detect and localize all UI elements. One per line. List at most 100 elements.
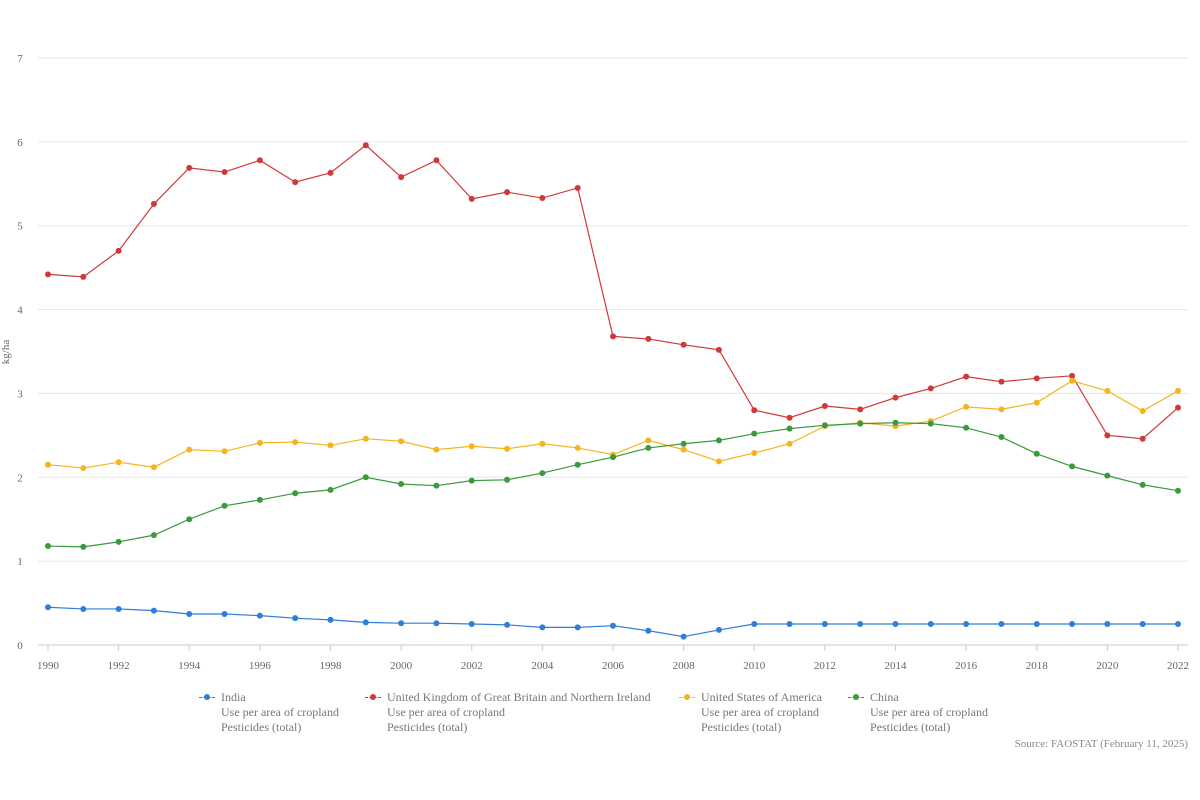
data-point[interactable] bbox=[221, 502, 228, 509]
data-point[interactable] bbox=[751, 621, 758, 628]
data-point[interactable] bbox=[504, 476, 511, 483]
data-point[interactable] bbox=[998, 621, 1005, 628]
data-point[interactable] bbox=[645, 437, 652, 444]
data-point[interactable] bbox=[433, 157, 440, 164]
data-point[interactable] bbox=[645, 335, 652, 342]
data-point[interactable] bbox=[292, 179, 299, 186]
data-point[interactable] bbox=[963, 373, 970, 380]
data-point[interactable] bbox=[680, 633, 687, 640]
data-point[interactable] bbox=[645, 627, 652, 634]
data-point[interactable] bbox=[645, 444, 652, 451]
data-point[interactable] bbox=[751, 407, 758, 414]
data-point[interactable] bbox=[221, 610, 228, 617]
data-point[interactable] bbox=[327, 442, 334, 449]
data-point[interactable] bbox=[80, 465, 87, 472]
data-point[interactable] bbox=[292, 439, 299, 446]
data-point[interactable] bbox=[362, 435, 369, 442]
data-point[interactable] bbox=[892, 394, 899, 401]
data-point[interactable] bbox=[786, 425, 793, 432]
data-point[interactable] bbox=[327, 169, 334, 176]
data-point[interactable] bbox=[398, 480, 405, 487]
legend-item[interactable]: China Use per area of cropland Pesticide… bbox=[848, 690, 988, 735]
data-point[interactable] bbox=[821, 621, 828, 628]
data-point[interactable] bbox=[1069, 372, 1076, 379]
data-point[interactable] bbox=[963, 424, 970, 431]
data-point[interactable] bbox=[927, 385, 934, 392]
data-point[interactable] bbox=[715, 626, 722, 633]
data-point[interactable] bbox=[1139, 408, 1146, 415]
data-point[interactable] bbox=[1175, 487, 1181, 494]
legend-item[interactable]: India Use per area of cropland Pesticide… bbox=[199, 690, 339, 735]
data-point[interactable] bbox=[857, 406, 864, 413]
data-point[interactable] bbox=[786, 621, 793, 628]
data-point[interactable] bbox=[115, 247, 122, 254]
data-point[interactable] bbox=[45, 461, 51, 468]
data-point[interactable] bbox=[45, 271, 51, 278]
data-point[interactable] bbox=[751, 449, 758, 456]
data-point[interactable] bbox=[221, 169, 228, 176]
data-point[interactable] bbox=[150, 532, 157, 539]
data-point[interactable] bbox=[574, 624, 581, 631]
data-point[interactable] bbox=[504, 621, 511, 628]
data-point[interactable] bbox=[963, 621, 970, 628]
data-point[interactable] bbox=[1139, 621, 1146, 628]
data-point[interactable] bbox=[715, 437, 722, 444]
data-point[interactable] bbox=[150, 200, 157, 207]
data-point[interactable] bbox=[610, 333, 616, 340]
data-point[interactable] bbox=[362, 619, 369, 626]
data-point[interactable] bbox=[256, 157, 263, 164]
data-point[interactable] bbox=[186, 446, 193, 453]
data-point[interactable] bbox=[574, 444, 581, 451]
data-point[interactable] bbox=[1104, 432, 1111, 439]
data-point[interactable] bbox=[256, 439, 263, 446]
data-point[interactable] bbox=[786, 440, 793, 447]
data-point[interactable] bbox=[680, 341, 687, 348]
data-point[interactable] bbox=[327, 616, 334, 623]
data-point[interactable] bbox=[398, 620, 405, 627]
data-point[interactable] bbox=[610, 454, 616, 461]
data-point[interactable] bbox=[1104, 472, 1111, 479]
data-point[interactable] bbox=[1069, 463, 1076, 470]
data-point[interactable] bbox=[610, 622, 616, 629]
data-point[interactable] bbox=[892, 419, 899, 426]
data-point[interactable] bbox=[1139, 481, 1146, 488]
data-point[interactable] bbox=[398, 174, 405, 181]
data-point[interactable] bbox=[433, 446, 440, 453]
data-point[interactable] bbox=[998, 378, 1005, 385]
data-point[interactable] bbox=[892, 621, 899, 628]
data-point[interactable] bbox=[292, 490, 299, 497]
data-point[interactable] bbox=[927, 420, 934, 427]
data-point[interactable] bbox=[963, 403, 970, 410]
data-point[interactable] bbox=[150, 464, 157, 471]
data-point[interactable] bbox=[1069, 621, 1076, 628]
data-point[interactable] bbox=[715, 458, 722, 465]
data-point[interactable] bbox=[751, 430, 758, 437]
data-point[interactable] bbox=[362, 474, 369, 481]
data-point[interactable] bbox=[857, 621, 864, 628]
data-point[interactable] bbox=[1139, 435, 1146, 442]
data-point[interactable] bbox=[468, 477, 475, 484]
data-point[interactable] bbox=[468, 195, 475, 202]
data-point[interactable] bbox=[80, 273, 87, 280]
data-point[interactable] bbox=[821, 403, 828, 410]
data-point[interactable] bbox=[1175, 387, 1181, 394]
data-point[interactable] bbox=[80, 543, 87, 550]
data-point[interactable] bbox=[998, 406, 1005, 413]
data-point[interactable] bbox=[45, 604, 51, 611]
data-point[interactable] bbox=[1104, 621, 1111, 628]
data-point[interactable] bbox=[504, 445, 511, 452]
data-point[interactable] bbox=[115, 538, 122, 545]
data-point[interactable] bbox=[927, 621, 934, 628]
data-point[interactable] bbox=[574, 461, 581, 468]
data-point[interactable] bbox=[433, 620, 440, 627]
data-point[interactable] bbox=[256, 612, 263, 619]
data-point[interactable] bbox=[115, 459, 122, 466]
data-point[interactable] bbox=[256, 496, 263, 503]
data-point[interactable] bbox=[715, 346, 722, 353]
data-point[interactable] bbox=[504, 189, 511, 196]
data-point[interactable] bbox=[80, 605, 87, 612]
data-point[interactable] bbox=[680, 440, 687, 447]
data-point[interactable] bbox=[115, 605, 122, 612]
data-point[interactable] bbox=[186, 164, 193, 171]
data-point[interactable] bbox=[292, 615, 299, 622]
